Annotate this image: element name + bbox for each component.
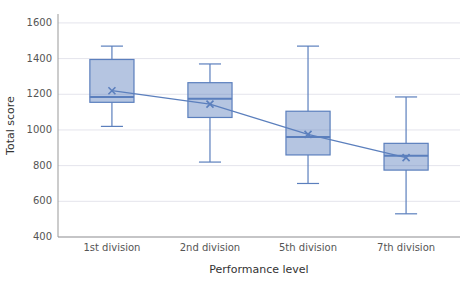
y-tick-label: 1000	[27, 124, 52, 135]
grid-line	[58, 129, 460, 130]
whisker-high	[111, 46, 112, 59]
cap-low	[395, 213, 417, 214]
grid-line	[58, 22, 460, 23]
box	[90, 59, 134, 102]
whisker-low	[405, 170, 406, 214]
whisker-high	[307, 46, 308, 111]
cap-high	[297, 46, 319, 47]
cap-low	[199, 161, 221, 162]
cap-low	[297, 183, 319, 184]
whisker-low	[209, 117, 210, 162]
y-tick-label: 400	[33, 231, 52, 242]
whisker-high	[209, 64, 210, 83]
grid-line	[58, 201, 460, 202]
box	[188, 83, 232, 118]
mean-line	[112, 91, 406, 158]
whisker-low	[307, 155, 308, 184]
cap-high	[101, 46, 123, 47]
box-group	[188, 64, 232, 162]
y-tick-label: 800	[33, 160, 52, 171]
y-tick-label: 1400	[27, 53, 52, 64]
x-tick-label: 5th division	[279, 242, 337, 253]
chart: 400 600 800 1000 1200 1400 1600 1st division 2nd…	[0, 0, 474, 281]
mean-marker	[206, 101, 213, 108]
whisker-low	[111, 102, 112, 126]
y-axis-line	[58, 14, 59, 237]
box	[286, 111, 330, 155]
median	[188, 98, 232, 100]
x-axis-title: Performance level	[209, 263, 308, 276]
cap-high	[199, 63, 221, 64]
plot-marks	[90, 46, 428, 214]
x-axis-line	[58, 237, 460, 238]
y-tick-label: 1200	[27, 88, 52, 99]
mean-marker	[305, 131, 312, 138]
box-group	[90, 46, 134, 126]
grid	[58, 23, 460, 237]
y-tick-label: 1600	[27, 17, 52, 28]
box-group	[384, 97, 428, 214]
x-tick-label: 7th division	[377, 242, 435, 253]
median	[90, 96, 134, 98]
chart-container: 400 600 800 1000 1200 1400 1600 1st division 2nd…	[0, 0, 474, 281]
cap-high	[395, 96, 417, 97]
box	[384, 143, 428, 170]
x-tick-label: 1st division	[83, 242, 140, 253]
x-tick-label: 2nd division	[180, 242, 241, 253]
whisker-high	[405, 97, 406, 143]
y-tick-label: 600	[33, 195, 52, 206]
box-group	[286, 46, 330, 183]
mean-marker	[108, 87, 115, 94]
mean-marker	[403, 154, 410, 161]
y-axis-title: Total score	[4, 96, 17, 156]
grid-line	[58, 237, 460, 238]
cap-low	[101, 126, 123, 127]
